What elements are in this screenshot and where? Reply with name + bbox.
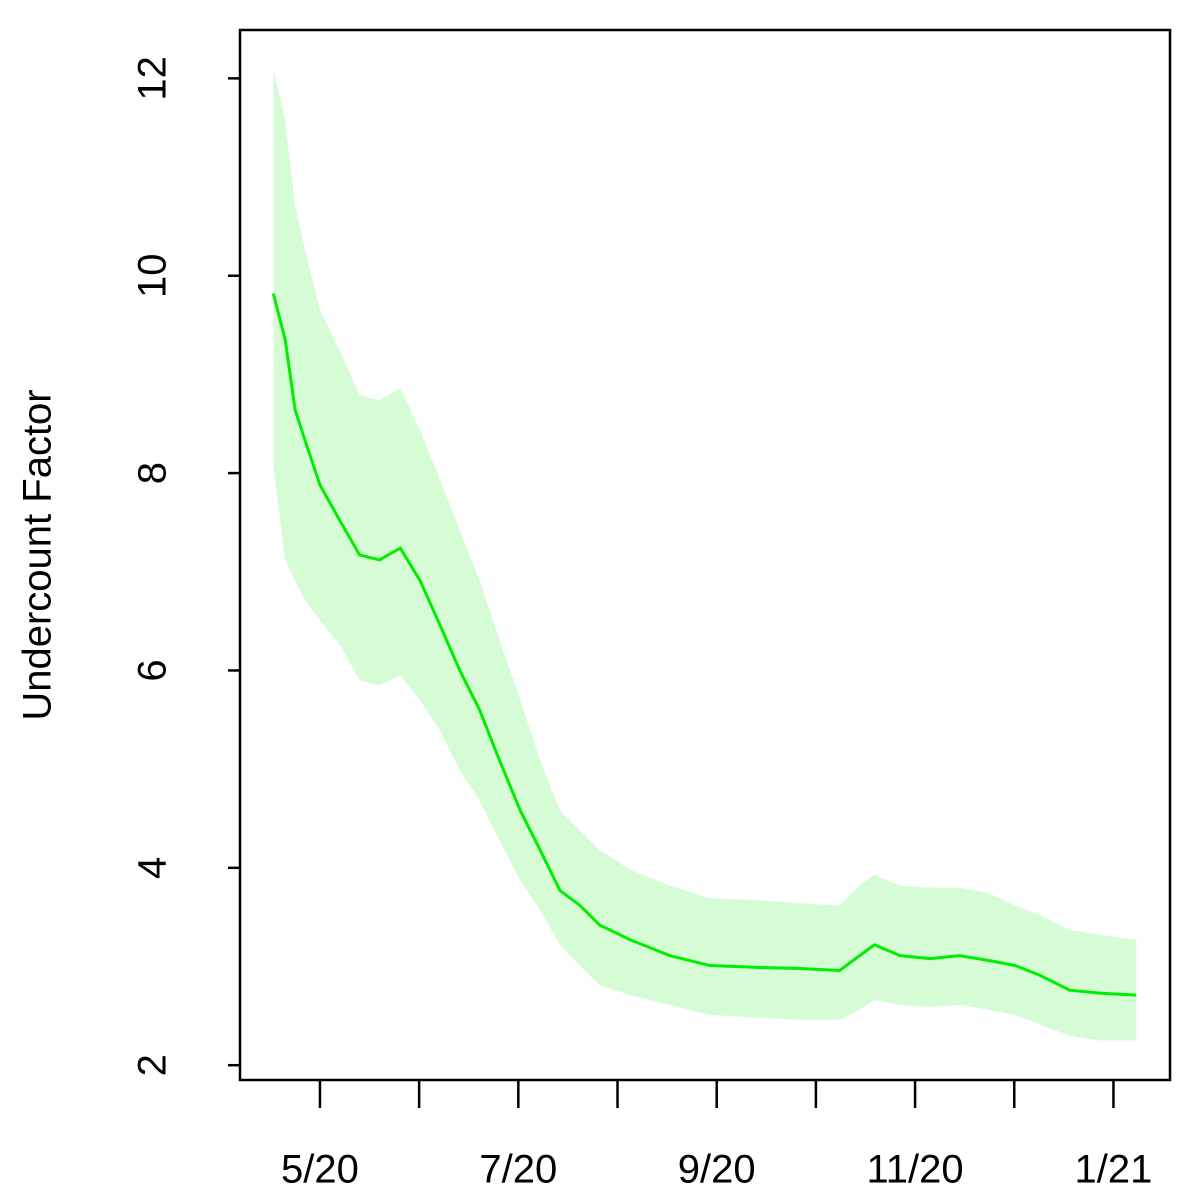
y-tick-label: 2	[131, 1054, 175, 1076]
x-tick-label: 1/21	[1075, 1148, 1153, 1192]
x-tick-label: 11/20	[867, 1148, 964, 1192]
confidence-band	[273, 68, 1137, 1041]
line	[271, 293, 1137, 997]
y-tick-label: 6	[131, 659, 175, 681]
x-tick-label: 7/20	[479, 1148, 557, 1192]
x-tick-label: 9/20	[678, 1148, 756, 1192]
y-tick-label: 4	[131, 857, 175, 879]
y-axis-label: Undercount Factor	[16, 389, 60, 720]
plot-frame	[238, 28, 1172, 1082]
y-tick-label: 10	[131, 253, 175, 298]
y-tick-label: 12	[131, 56, 175, 101]
y-tick-label: 8	[131, 462, 175, 484]
x-tick-label: 5/20	[281, 1148, 359, 1192]
